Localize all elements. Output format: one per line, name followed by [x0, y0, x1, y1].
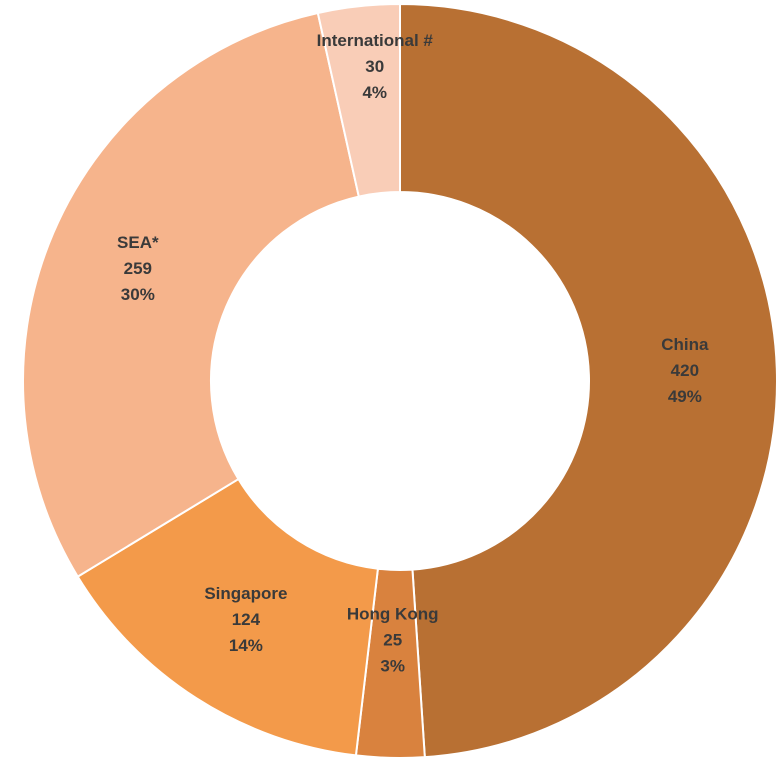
- donut-slice: [316, 2, 401, 198]
- slice-percent: 4%: [362, 83, 387, 102]
- slice-percent: 14%: [229, 636, 263, 655]
- slice-label: Hong Kong: [347, 604, 439, 623]
- slice-percent: 3%: [380, 656, 405, 675]
- slice-label: SEA*: [117, 233, 159, 252]
- slice-label: Singapore: [204, 584, 287, 603]
- slice-value: 30: [365, 57, 384, 76]
- slice-value: 124: [232, 610, 261, 629]
- slice-value: 259: [124, 259, 152, 278]
- slice-label: International #: [317, 31, 434, 50]
- slice-label: China: [661, 335, 709, 354]
- slice-percent: 49%: [668, 387, 702, 406]
- slice-percent: 30%: [121, 285, 155, 304]
- donut-slice: [22, 11, 361, 579]
- donut-slice: [399, 2, 778, 759]
- slice-value: 420: [671, 361, 699, 380]
- donut-slice: [76, 477, 380, 757]
- slice-value: 25: [383, 630, 402, 649]
